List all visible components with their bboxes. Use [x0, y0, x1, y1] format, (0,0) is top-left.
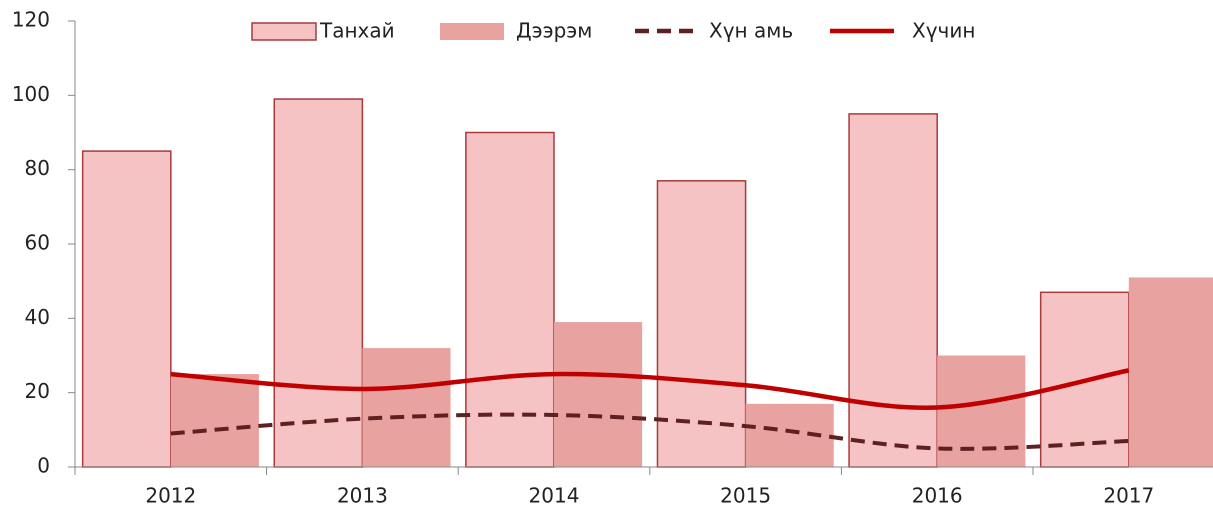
y-tick-label: 0 — [37, 454, 50, 478]
bar — [554, 322, 643, 467]
y-tick-label: 20 — [25, 379, 50, 403]
y-tick-label: 100 — [12, 82, 50, 106]
y-tick-label: 40 — [25, 305, 50, 329]
x-tick-label: 2016 — [912, 484, 963, 508]
y-tick-label: 120 — [12, 8, 50, 32]
line-series — [170, 412, 1129, 451]
bar — [656, 180, 747, 468]
x-tick-label: 2012 — [145, 484, 196, 508]
x-tick-label: 2017 — [1103, 484, 1154, 508]
legend-swatch — [251, 22, 317, 41]
x-tick-label: 2013 — [337, 484, 388, 508]
x-tick-label: 2015 — [720, 484, 771, 508]
bar — [273, 98, 364, 468]
bar — [1128, 277, 1213, 467]
line-series — [170, 368, 1130, 410]
y-tick-label: 60 — [25, 231, 50, 255]
bar — [170, 374, 259, 467]
legend-label: Хүчин — [912, 19, 975, 43]
y-tick-label: 80 — [25, 156, 50, 180]
legend-label: Танхай — [319, 19, 395, 43]
bar — [362, 348, 451, 467]
legend-swatch — [440, 23, 504, 40]
legend-label: Дээрэм — [516, 19, 592, 43]
legend-label: Хүн амь — [709, 19, 793, 43]
bar — [848, 113, 938, 468]
bar — [81, 150, 172, 468]
x-tick-label: 2014 — [529, 484, 580, 508]
